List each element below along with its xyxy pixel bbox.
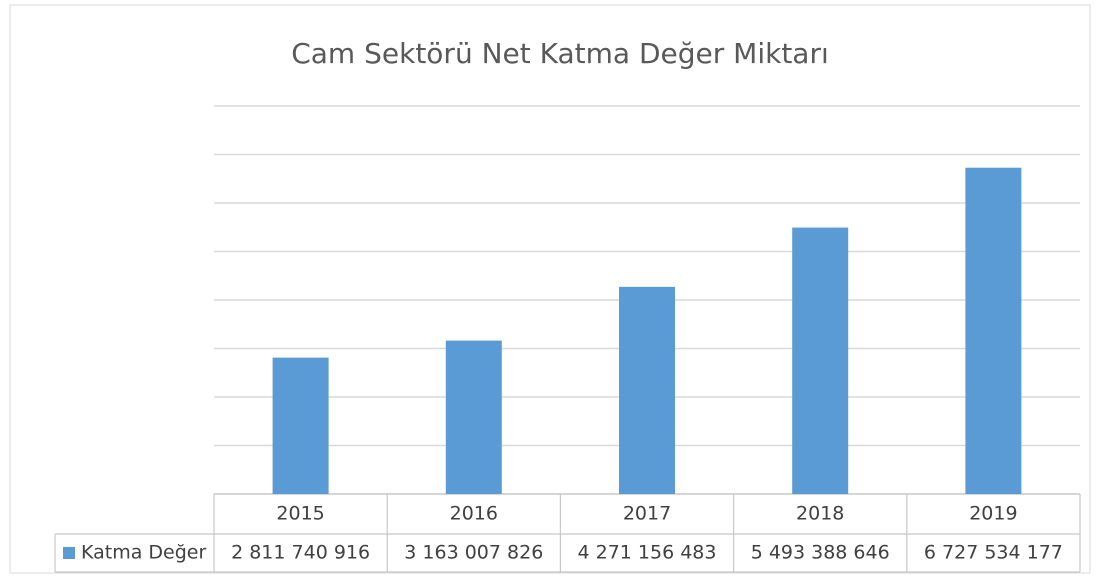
x-tick-label: 2015 xyxy=(276,503,324,525)
data-label: 4 271 156 483 xyxy=(577,542,716,564)
bar xyxy=(792,227,849,494)
data-label: 6 727 534 177 xyxy=(924,542,1063,564)
chart-border xyxy=(9,4,1091,574)
bar xyxy=(272,357,329,494)
bar xyxy=(445,340,502,494)
legend-label: Katma Değer xyxy=(81,542,206,564)
data-label: 2 811 740 916 xyxy=(231,542,370,564)
x-tick-label: 2017 xyxy=(623,503,671,525)
x-tick-label: 2018 xyxy=(796,503,844,525)
bar xyxy=(965,167,1022,494)
x-tick-label: 2019 xyxy=(969,503,1017,525)
bar xyxy=(619,286,675,494)
data-label: 5 493 388 646 xyxy=(751,542,890,564)
data-label: 3 163 007 826 xyxy=(404,542,543,564)
legend-swatch xyxy=(63,547,75,559)
chart-title: Cam Sektörü Net Katma Değer Miktarı xyxy=(291,37,829,70)
x-tick-label: 2016 xyxy=(450,503,498,525)
